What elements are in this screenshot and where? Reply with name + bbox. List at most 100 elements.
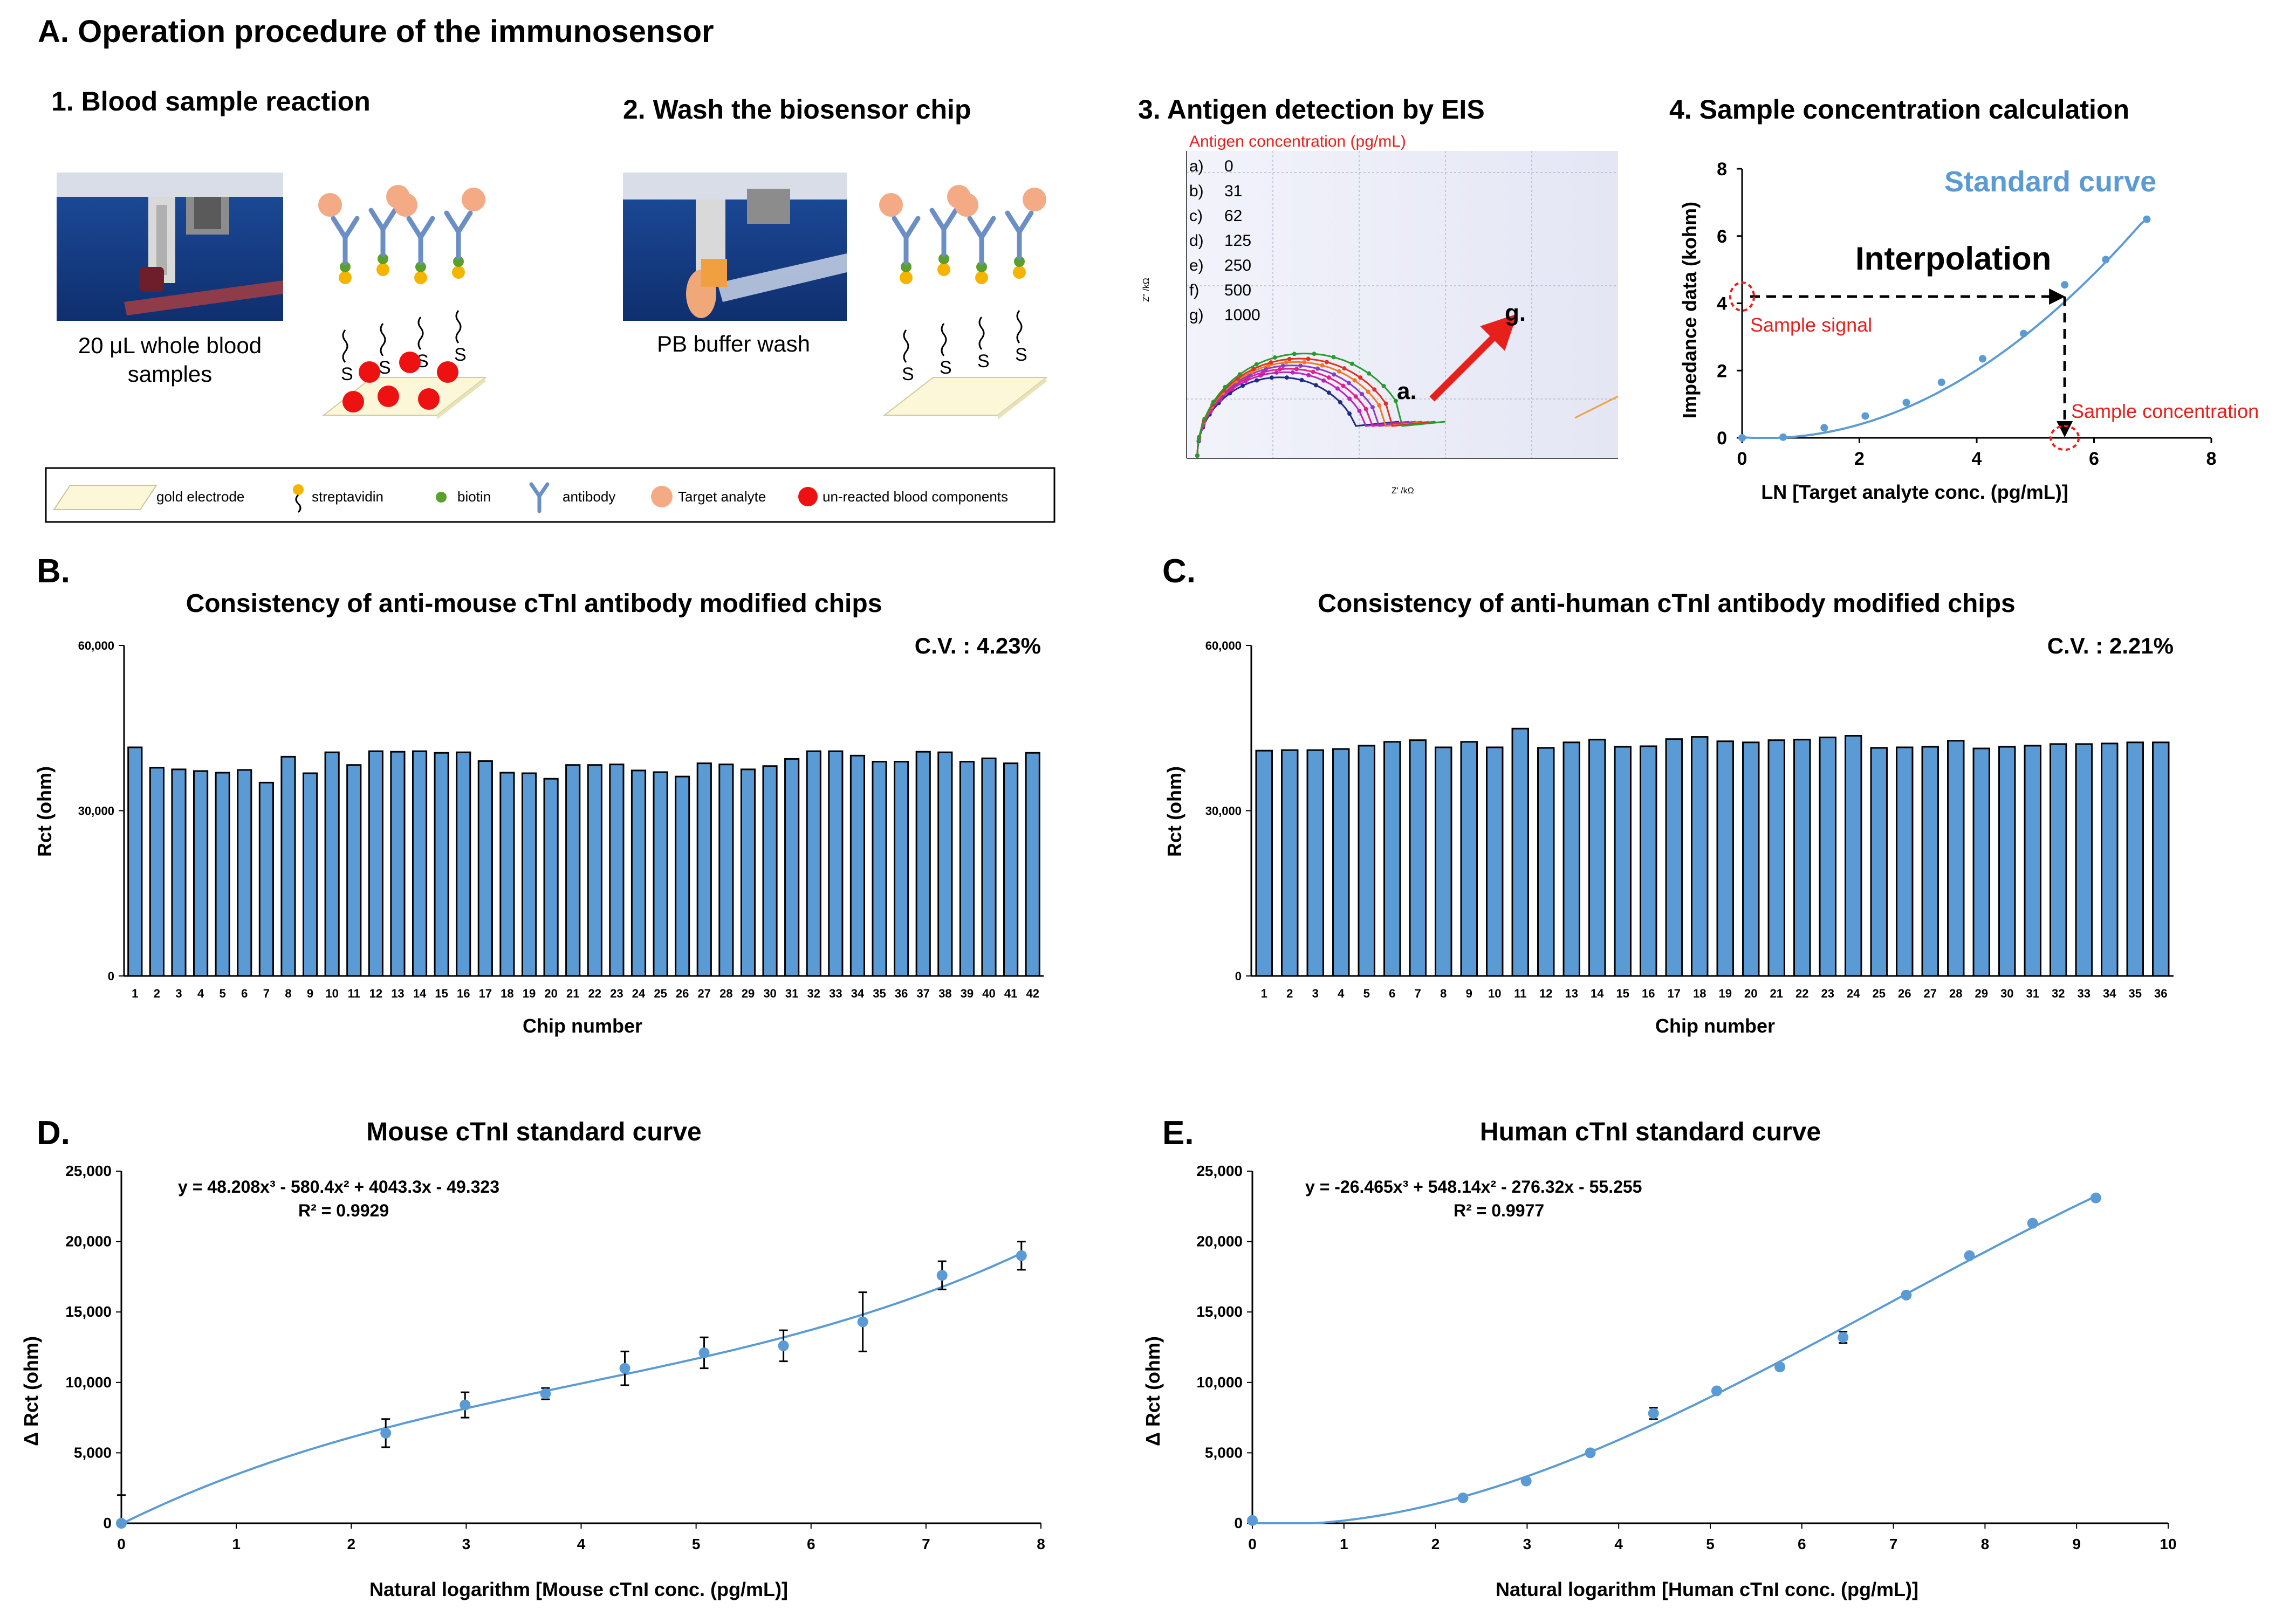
scatter-xtick-label: 10 [2160, 1536, 2176, 1552]
eis-point [1332, 372, 1337, 377]
bar-chip-27 [696, 762, 712, 977]
panel-e-letter: E. [1162, 1115, 1194, 1152]
bar-xtick-label: 12 [369, 987, 382, 1000]
bar-xtick-label: 25 [1873, 987, 1886, 1000]
interp-point [1820, 424, 1828, 432]
scatter-ytick-label: 25,000 [65, 1163, 112, 1179]
panel-e-xlabel: Natural logarithm [Human cTnI conc. (pg/… [1496, 1578, 1918, 1600]
scatter-xtick-label: 2 [347, 1536, 355, 1552]
bar-xtick-label: 20 [544, 987, 557, 1000]
legend-target-analyte: Target analyte [678, 489, 766, 505]
scatter-point [1457, 1492, 1469, 1503]
antibody-symbol [892, 216, 921, 265]
scatter-point [1964, 1250, 1975, 1261]
bar-xtick-label: 36 [2154, 987, 2167, 1000]
eis-point [1331, 355, 1336, 360]
bar-chip-40 [981, 757, 997, 977]
panel-d-title: Mouse cTnI standard curve [366, 1118, 702, 1146]
eis-point [1202, 416, 1207, 421]
linker-chain [978, 317, 985, 350]
eis-conc-letter: e) [1189, 257, 1204, 274]
bar-chip-28 [718, 764, 734, 977]
panel-d-scatter-chart: 0 5,000 10,000 15,000 20,000 25,000 0 1 2 3 4 5 6 7 8 [65, 1163, 1045, 1552]
scatter-point [778, 1340, 789, 1351]
bar-xtick-label: 23 [1821, 987, 1834, 1000]
bar-xtick-label: 2 [1286, 987, 1293, 1000]
linker-chain [380, 323, 386, 356]
target-analyte-circle [1023, 188, 1046, 211]
panel-c-xlabel: Chip number [1655, 1015, 1775, 1037]
bar-xtick-label: 8 [285, 987, 291, 1000]
bar-chip-4 [1332, 748, 1350, 977]
scatter-xtick-label: 6 [1798, 1536, 1806, 1552]
eis-point [1381, 383, 1386, 388]
antibody-symbol [967, 216, 996, 265]
bar-xtick-label: 22 [588, 987, 601, 1000]
bar-chip-14 [1588, 739, 1606, 977]
eis-point [1335, 386, 1340, 391]
bar-xtick-label: 18 [501, 987, 513, 1000]
bar-xtick-label: 6 [241, 987, 248, 1000]
bar-ytick-label: 0 [108, 969, 114, 983]
bar-chip-18 [1691, 736, 1709, 977]
eis-conc-value: 500 [1224, 281, 1251, 299]
scatter-ytick-label: 10,000 [65, 1374, 112, 1391]
interp-point [1861, 412, 1869, 420]
scatter-ytick-label: 5,000 [74, 1444, 112, 1461]
scatter-xtick-label: 7 [922, 1536, 930, 1552]
eis-point [1341, 383, 1346, 388]
scatter-xtick-label: 4 [1614, 1536, 1623, 1552]
eis-point [1377, 403, 1382, 408]
thiol-sulfur-label: S [1015, 345, 1027, 365]
eis-conc-value: 125 [1224, 232, 1251, 250]
bar-chip-15 [1614, 746, 1632, 977]
eis-point [1264, 367, 1269, 372]
bar-chip-10 [324, 751, 340, 977]
eis-point [1272, 355, 1277, 360]
eis-point [1306, 356, 1311, 361]
interp-ytick-label: 2 [1717, 361, 1727, 381]
eis-point [1312, 352, 1317, 356]
bar-chip-6 [1383, 741, 1401, 977]
bar-xtick-label: 4 [1338, 987, 1345, 1000]
scatter-point [1585, 1447, 1596, 1459]
bar-chip-42 [1025, 752, 1040, 977]
sample-concentration-marker [2050, 425, 2080, 451]
bar-xtick-label: 12 [1539, 987, 1552, 1000]
streptavidin-dot [900, 271, 913, 284]
eis-point [1352, 378, 1357, 383]
scatter-ytick-label: 0 [1234, 1515, 1243, 1531]
bar-chip-29 [740, 768, 756, 977]
interp-point [2061, 281, 2069, 289]
bar-xtick-label: 16 [1642, 987, 1655, 1000]
scatter-point [2027, 1218, 2038, 1229]
panel-b-xlabel: Chip number [523, 1015, 642, 1037]
thiol-sulfur-label: S [977, 351, 990, 372]
streptavidin-dot [452, 266, 465, 279]
photo-buffer-wash [623, 173, 847, 321]
scatter-point [698, 1347, 710, 1358]
panel-e-r2: R² = 0.9977 [1454, 1201, 1544, 1220]
bar-chip-31 [784, 758, 800, 977]
bar-chip-15 [434, 752, 449, 977]
bar-xtick-label: 15 [1616, 987, 1629, 1000]
bar-chip-32 [806, 750, 821, 977]
scatter-xtick-label: 0 [1248, 1536, 1257, 1552]
interp-xtick-label: 2 [1854, 449, 1865, 469]
eis-point [1211, 400, 1216, 404]
eis-point [1326, 375, 1331, 380]
bar-chip-3 [171, 768, 187, 977]
eis-point [1349, 361, 1354, 366]
antibody-symbol [406, 216, 435, 265]
legend-streptavidin: streptavidin [312, 489, 383, 505]
eis-point [1302, 360, 1307, 365]
scatter-xtick-label: 7 [1889, 1536, 1898, 1552]
bar-chip-37 [915, 751, 931, 977]
biotin-dot [453, 256, 464, 267]
bar-chip-19 [521, 772, 537, 977]
scatter-xtick-label: 3 [1523, 1536, 1532, 1552]
bar-chip-35 [872, 761, 887, 977]
bar-chip-9 [1460, 741, 1478, 977]
bar-ytick-label: 60,000 [78, 639, 114, 652]
